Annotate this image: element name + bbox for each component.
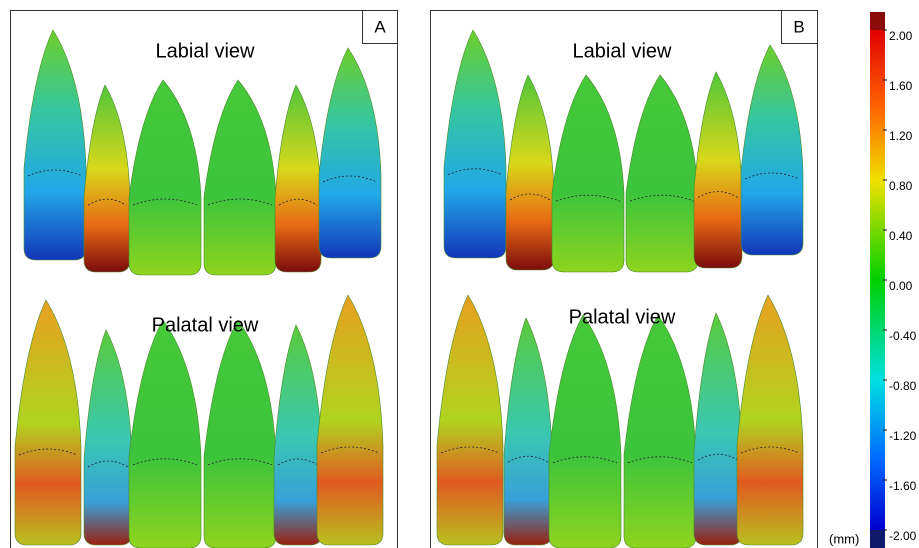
- tooth: [275, 85, 321, 272]
- colorbar-tick-label: 0.00: [889, 279, 913, 293]
- view-title: Labial view: [156, 40, 256, 62]
- colorbar-tick-label: -2.00: [889, 529, 917, 543]
- tooth: [504, 318, 552, 545]
- tooth: [552, 75, 624, 272]
- tooth: [741, 45, 803, 255]
- colorbar-bottom: [870, 530, 885, 548]
- colorbar-tick-label: -1.60: [889, 479, 917, 493]
- panel-label: A: [374, 17, 386, 36]
- colorbar-tick-label: 1.60: [889, 79, 913, 93]
- colorbar-tick-label: 0.80: [889, 179, 913, 193]
- view-title: Palatal view: [152, 314, 259, 336]
- tooth: [84, 330, 132, 545]
- tooth: [204, 320, 276, 548]
- colorbar-tick-label: -0.80: [889, 379, 917, 393]
- tooth: [437, 295, 503, 545]
- colorbar-top: [870, 12, 885, 30]
- teeth-layer: [15, 30, 803, 548]
- colorbar: [870, 30, 885, 530]
- tooth: [624, 315, 696, 548]
- tooth: [694, 313, 742, 545]
- view-title: Palatal view: [569, 306, 676, 328]
- tooth: [204, 80, 276, 275]
- tooth: [626, 75, 698, 272]
- colorbar-tick-label: 0.40: [889, 229, 913, 243]
- tooth: [444, 30, 506, 258]
- panel-label: B: [793, 17, 804, 36]
- tooth: [319, 48, 381, 258]
- colorbar-tick-label: -0.40: [889, 329, 917, 343]
- tooth: [274, 325, 322, 545]
- tooth: [737, 295, 803, 545]
- tooth: [24, 30, 86, 260]
- tooth: [129, 320, 201, 548]
- figure: A Labial view Palatal view B Labial view…: [0, 0, 919, 548]
- tooth: [129, 80, 201, 275]
- colorbar-tick-label: -1.20: [889, 429, 917, 443]
- tooth: [84, 85, 130, 272]
- tooth: [694, 72, 742, 268]
- tooth: [317, 295, 383, 545]
- colorbar-tick-label: 2.00: [889, 29, 913, 43]
- tooth: [506, 75, 554, 270]
- view-title: Labial view: [573, 40, 673, 62]
- colorbar-tick-label: 1.20: [889, 129, 913, 143]
- tooth: [549, 315, 621, 548]
- tooth: [15, 300, 81, 545]
- colorbar-unit: (mm): [829, 531, 859, 546]
